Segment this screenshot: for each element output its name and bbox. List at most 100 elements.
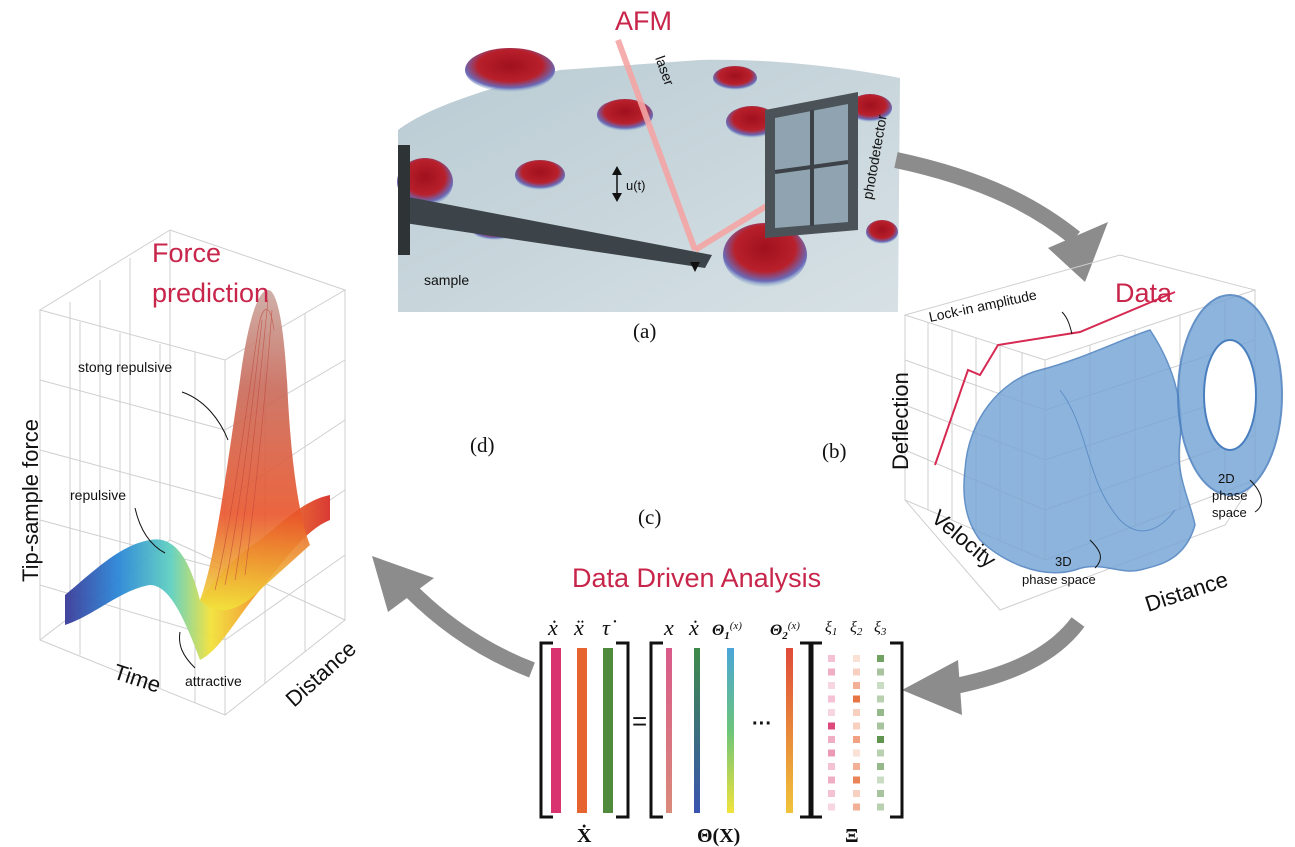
xi-coefficient-cell bbox=[828, 682, 835, 689]
attractive-label: attractive bbox=[185, 673, 242, 689]
xi-coefficient-cell bbox=[877, 722, 884, 730]
lhs-bracket-left bbox=[539, 641, 553, 819]
theta-dots: ··· bbox=[752, 713, 772, 735]
arrow-c-to-d bbox=[404, 584, 535, 678]
afm-bump bbox=[465, 48, 555, 92]
afm-bump bbox=[723, 223, 807, 287]
cycle-arrows bbox=[372, 152, 1108, 715]
panel-label-a: (a) bbox=[633, 319, 656, 343]
xi-coefficient-cell bbox=[877, 749, 884, 757]
rhs-symbol-xdot: ẋ bbox=[688, 615, 699, 640]
bottom-label-theta: Θ(X) bbox=[697, 825, 740, 847]
force-peak bbox=[200, 290, 310, 611]
force-zlabel: Distance bbox=[281, 636, 361, 712]
theta-bracket-left bbox=[649, 641, 663, 819]
xi-coefficient-cell bbox=[828, 790, 835, 797]
afm-u-label: u(t) bbox=[626, 178, 646, 193]
rhs-symbol-theta1: Θ1(x) bbox=[712, 620, 742, 642]
xi-coefficient-cell bbox=[853, 668, 860, 676]
lhs-column-2 bbox=[577, 648, 587, 813]
phase-space-3d-shade bbox=[1059, 389, 1176, 532]
phase-space-2d bbox=[1177, 294, 1283, 496]
xi-coefficient-cell bbox=[853, 709, 860, 716]
xi-coefficient-cell bbox=[853, 763, 860, 770]
xi-coefficient-cell bbox=[828, 736, 835, 743]
equals-sign: = bbox=[632, 706, 647, 736]
bottom-label-xi: Ξ bbox=[845, 825, 859, 847]
lockin-leader bbox=[1061, 311, 1073, 335]
force-peak-lines bbox=[214, 299, 275, 591]
xi-coefficient-cell bbox=[853, 655, 860, 662]
xi-coefficient-cell bbox=[853, 776, 860, 784]
bottom-label-xdot: Ẋ bbox=[577, 823, 592, 847]
xi-coefficient-cell bbox=[877, 736, 884, 743]
xi-symbol-3: ξ3 bbox=[874, 619, 887, 638]
xi-coefficient-cell bbox=[877, 763, 884, 770]
phase-3d-label-1: 3D bbox=[1055, 554, 1072, 569]
xi-coefficient-cell bbox=[877, 682, 884, 689]
afm-bump bbox=[848, 94, 892, 122]
force-ylabel: Tip-sample force bbox=[18, 419, 43, 582]
repulsive-label: repulsive bbox=[70, 487, 126, 503]
xi-coefficient-cell bbox=[877, 695, 884, 703]
strong-repulsive-label: stong repulsive bbox=[78, 359, 172, 375]
xi-symbol-2: ξ2 bbox=[850, 619, 863, 638]
deflection-axis-label: Deflection bbox=[888, 372, 913, 470]
afm-bump bbox=[397, 158, 453, 206]
afm-bump bbox=[713, 66, 757, 90]
arrow-c-to-d-head bbox=[372, 556, 434, 612]
xi-sub-2: 2 bbox=[857, 626, 863, 638]
theta-column-2 bbox=[694, 648, 700, 813]
rhs-symbol-theta2: Θ2(x) bbox=[770, 620, 800, 642]
theta-column-3 bbox=[727, 648, 734, 813]
xi-coefficient-cell bbox=[853, 803, 860, 811]
xi-coefficient-cell bbox=[853, 695, 860, 703]
xi-coefficient-cell bbox=[828, 655, 835, 662]
afm-tip bbox=[690, 262, 700, 272]
xi-coefficient-cell bbox=[877, 803, 884, 811]
afm-bump bbox=[515, 160, 565, 190]
theta2-letter: Θ bbox=[770, 622, 782, 639]
xi-coefficient-cell bbox=[828, 709, 835, 716]
lockin-label: Lock-in amplitude bbox=[927, 286, 1038, 325]
xi-coefficient-cell bbox=[828, 803, 835, 811]
panel-label-b: (b) bbox=[822, 439, 847, 463]
data-title: Data bbox=[1115, 278, 1173, 308]
xi-coefficient-cell bbox=[828, 695, 835, 703]
theta2-arg: (x) bbox=[788, 620, 801, 632]
phase-2d-label-2: phase bbox=[1212, 488, 1247, 503]
lockin-amplitude-line bbox=[934, 291, 1176, 466]
arrow-a-to-b-head bbox=[1048, 222, 1108, 282]
xi-coefficient-cell bbox=[853, 736, 860, 743]
xi-coefficient-cell bbox=[853, 790, 860, 797]
xi-coefficient-cell bbox=[853, 749, 860, 757]
panel-label-d: (d) bbox=[470, 433, 495, 457]
phase-2d-label-3: space bbox=[1212, 505, 1247, 520]
photodetector-icon bbox=[765, 92, 858, 238]
afm-panel: AFM laser photodetector u(t) sample (a) bbox=[397, 6, 900, 343]
arrow-b-to-c-head bbox=[902, 660, 962, 715]
lhs-column-1 bbox=[551, 648, 561, 813]
xi-coefficient-cell bbox=[877, 655, 884, 662]
afm-holder bbox=[398, 145, 410, 255]
afm-bump bbox=[597, 99, 653, 131]
xi-coefficient-cell bbox=[828, 776, 835, 784]
lhs-column-3 bbox=[603, 648, 613, 813]
phase-3d-label-2: phase space bbox=[1022, 572, 1096, 587]
afm-cantilever bbox=[398, 195, 712, 268]
xi-coefficient-cell bbox=[853, 722, 860, 730]
panel-label-c: (c) bbox=[638, 505, 661, 529]
xi-coefficient-cell bbox=[828, 763, 835, 770]
xi-coefficient-cell bbox=[828, 668, 835, 676]
phase-space-3d bbox=[963, 329, 1196, 574]
repulsive-leader bbox=[134, 507, 166, 554]
phase-space-2d-leader bbox=[1249, 479, 1262, 513]
xi-coefficient-cell bbox=[828, 749, 835, 757]
afm-laser-incoming bbox=[615, 38, 698, 252]
analysis-title: Data Driven Analysis bbox=[572, 563, 821, 593]
theta1-arg: (x) bbox=[730, 620, 743, 632]
theta-column-4 bbox=[786, 648, 793, 813]
attractive-leader bbox=[179, 631, 196, 669]
xi-symbol-1: ξ1 bbox=[825, 619, 837, 638]
